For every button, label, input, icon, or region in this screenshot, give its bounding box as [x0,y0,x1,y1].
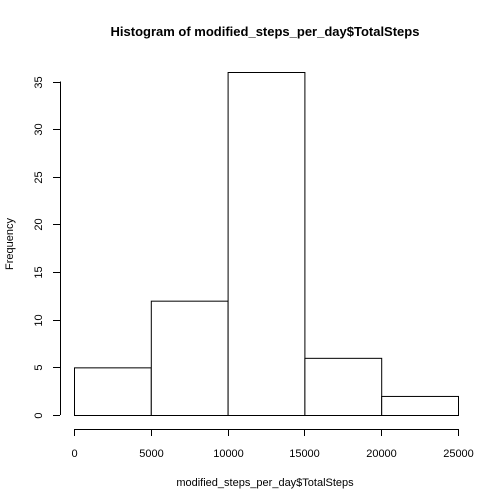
y-tick-label-4: 20 [33,218,45,230]
x-axis-label: modified_steps_per_day$TotalSteps [176,477,354,489]
y-tick-label-3: 15 [33,266,45,278]
x-tick-label-2: 10000 [213,448,244,460]
x-tick-label-3: 15000 [289,448,320,460]
y-tick-label-1: 5 [33,364,45,370]
x-tick-label-5: 25000 [443,448,474,460]
y-tick-label-5: 25 [33,171,45,183]
histogram-bar-4 [381,395,460,417]
chart-title: Histogram of modified_steps_per_day$Tota… [111,24,420,39]
histogram-bar-1 [150,300,229,416]
y-axis-label: Frequency [4,218,16,270]
x-tick-label-1: 5000 [139,448,163,460]
y-tick-label-6: 30 [33,123,45,135]
y-tick-label-7: 35 [33,76,45,88]
y-axis: 0 5 10 15 20 25 30 35 [33,76,61,419]
histogram-bar-2 [227,72,306,416]
bars-group [74,72,460,417]
histogram-bar-0 [74,367,152,417]
x-tick-label-0: 0 [71,448,77,460]
y-tick-label-2: 10 [33,314,45,326]
histogram-bar-3 [304,357,383,417]
x-axis: 0 5000 10000 15000 20000 25000 [71,429,474,460]
y-tick-label-0: 0 [33,412,45,418]
x-tick-label-4: 20000 [366,448,397,460]
